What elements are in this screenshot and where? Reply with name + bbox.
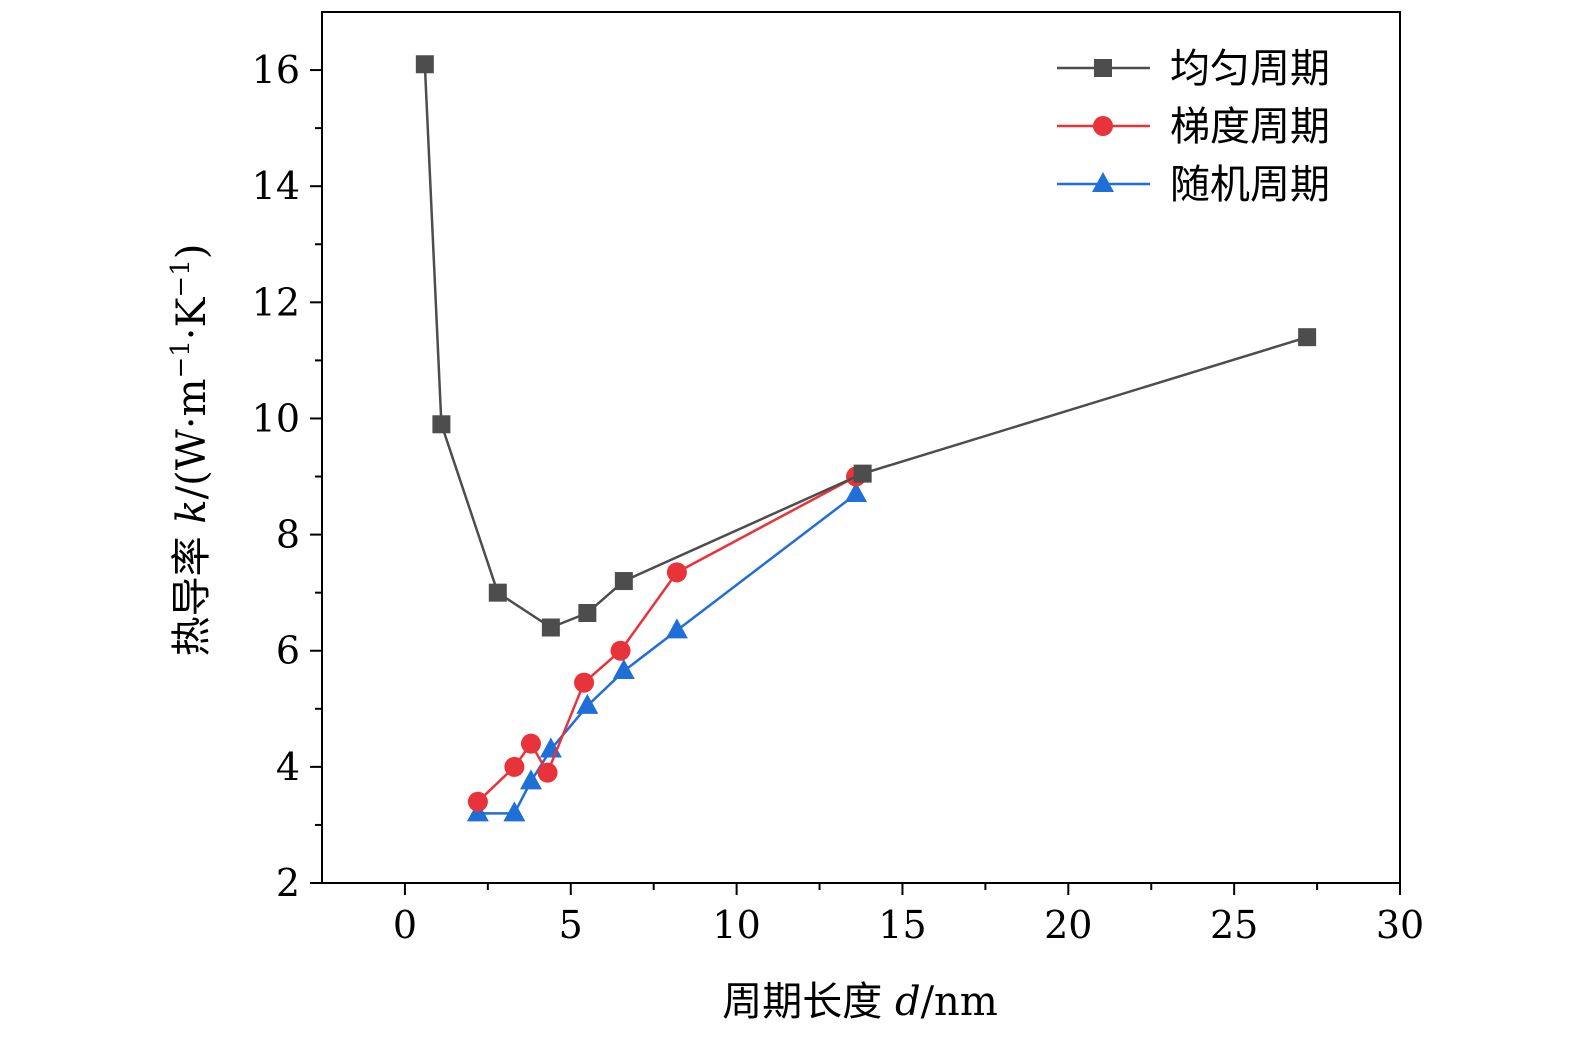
data-point [503, 801, 526, 822]
legend-label: 随机周期 [1170, 162, 1330, 208]
data-point [504, 756, 525, 777]
y-tick-label: 6 [276, 629, 300, 673]
plot-frame [321, 11, 1401, 884]
y-tick-label: 8 [276, 513, 300, 557]
x-tick-label: 20 [1044, 903, 1092, 947]
legend-item: 梯度周期 [1057, 104, 1330, 150]
x-axis-title: 周期长度 d/nm [722, 979, 998, 1025]
data-point [665, 618, 688, 639]
tick-labels: 0 5 10 15 20 25 30 2 4 6 8 10 12 14 16 [252, 48, 1425, 947]
legend-label: 均匀周期 [1170, 46, 1330, 92]
data-point [614, 572, 633, 591]
x-tick-label: 0 [393, 903, 417, 947]
data-point [1298, 328, 1317, 347]
data-point [612, 659, 635, 680]
x-tick-label: 30 [1376, 903, 1424, 947]
data-point [578, 603, 597, 622]
x-tick-label: 15 [878, 903, 926, 947]
data-point [415, 55, 434, 74]
y-tick-label: 4 [276, 745, 300, 789]
data-point [432, 415, 451, 434]
y-tick-label: 10 [252, 396, 300, 440]
y-tick-label: 2 [276, 861, 300, 905]
y-tick-label: 12 [252, 280, 300, 324]
legend-label: 梯度周期 [1170, 104, 1330, 150]
axis-ticks [310, 69, 1401, 895]
data-point [845, 481, 868, 502]
data-point [610, 640, 631, 661]
legend-marker [1092, 172, 1114, 192]
series-line [477, 492, 857, 815]
legend-item: 随机周期 [1057, 162, 1330, 208]
y-tick-label: 16 [252, 48, 300, 92]
legend-marker [1093, 116, 1113, 136]
legend-marker [1094, 59, 1112, 77]
legend-item: 均匀周期 [1057, 46, 1330, 92]
x-tick-label: 5 [559, 903, 583, 947]
data-point [666, 562, 687, 583]
series-line [423, 64, 1308, 629]
data-point [537, 762, 558, 783]
series-square [415, 55, 1317, 637]
data-point [467, 791, 488, 812]
series-layer [415, 55, 1317, 822]
data-point [519, 769, 542, 790]
x-tick-label: 25 [1210, 903, 1258, 947]
data-point [576, 693, 599, 714]
data-point [541, 618, 560, 637]
y-axis-title: 热导率 k/(W·m−1·K−1) [166, 244, 215, 657]
series-triangle [466, 481, 868, 822]
y-tick-label: 14 [252, 164, 300, 208]
data-point [853, 464, 872, 483]
data-point [488, 583, 507, 602]
data-point [520, 733, 541, 754]
data-point [574, 672, 595, 693]
x-tick-label: 10 [712, 903, 760, 947]
